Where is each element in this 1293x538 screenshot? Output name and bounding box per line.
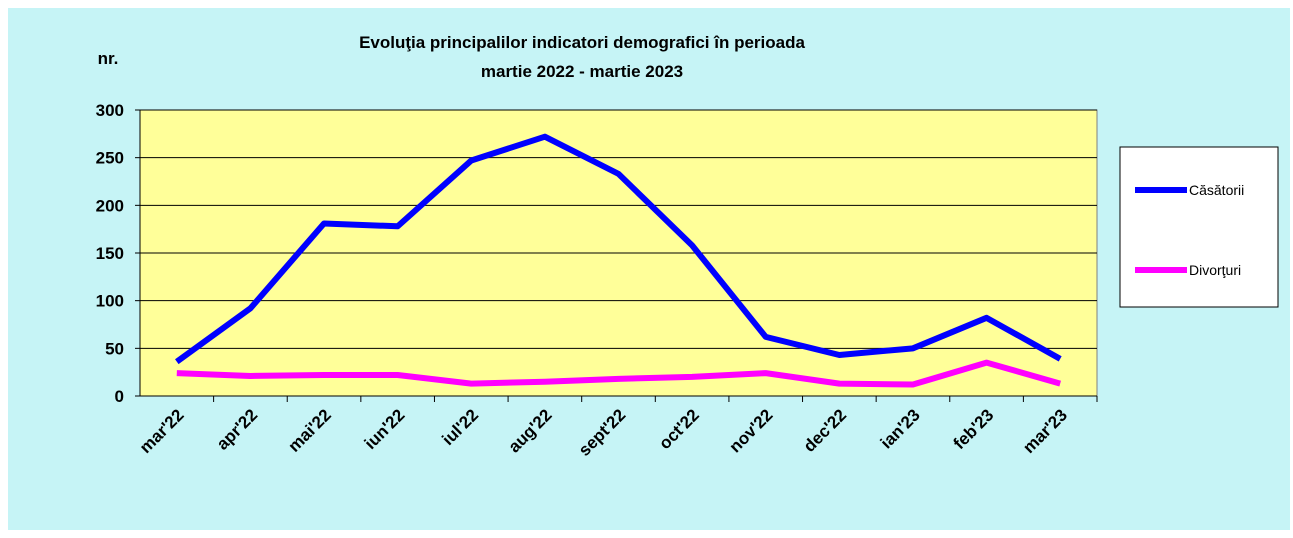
legend bbox=[1119, 146, 1279, 308]
series-line bbox=[175, 133, 1062, 365]
y-tick-label: 200 bbox=[96, 196, 124, 215]
chart-title: Evoluţia principalilor indicatori demogr… bbox=[359, 33, 805, 52]
series-line bbox=[176, 359, 1062, 388]
legend-label: Căsătorii bbox=[1189, 182, 1244, 198]
y-tick-label: 150 bbox=[96, 244, 124, 263]
y-tick-label: 300 bbox=[96, 101, 124, 120]
legend-label: Divorţuri bbox=[1189, 262, 1241, 278]
y-tick-label: 50 bbox=[105, 339, 124, 358]
y-tick-label: 0 bbox=[115, 387, 124, 406]
y-tick-label: 100 bbox=[96, 292, 124, 311]
y-tick-label: 250 bbox=[96, 149, 124, 168]
y-axis-label: nr. bbox=[98, 49, 119, 68]
chart-title: martie 2022 - martie 2023 bbox=[481, 62, 683, 81]
